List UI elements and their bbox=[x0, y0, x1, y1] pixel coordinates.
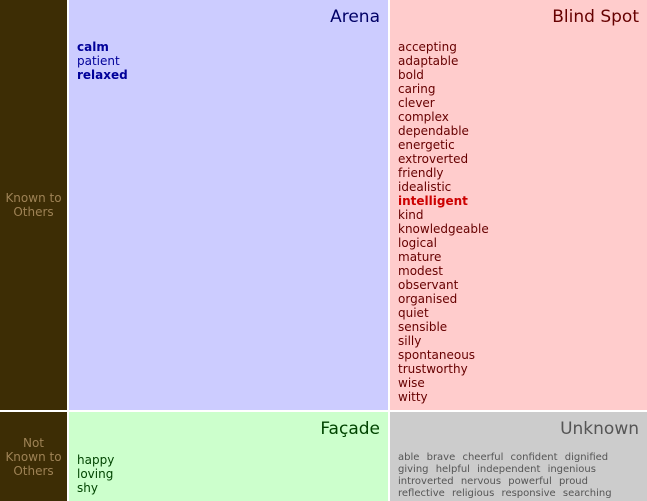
trait-item: happy bbox=[77, 453, 115, 467]
trait-item: able bbox=[398, 452, 420, 463]
blind-spot-title: Blind Spot bbox=[552, 7, 639, 27]
trait-item: idealistic bbox=[398, 180, 452, 194]
trait-item: complex bbox=[398, 110, 449, 124]
trait-item: friendly bbox=[398, 166, 444, 180]
trait-item: bold bbox=[398, 68, 424, 82]
blind-spot-list: accepting adaptable bold caring clever comple… bbox=[398, 40, 489, 404]
trait-item: loving bbox=[77, 467, 114, 481]
trait-item: helpful bbox=[435, 464, 470, 475]
arena-quadrant: Arena calm patient relaxed bbox=[69, 0, 388, 410]
trait-item: silly bbox=[398, 334, 422, 348]
trait-item: kind bbox=[398, 208, 424, 222]
facade-title: Façade bbox=[320, 419, 380, 439]
trait-item: adaptable bbox=[398, 54, 459, 68]
facade-list: happy loving shy bbox=[77, 453, 114, 495]
blind-spot-quadrant: Blind Spot accepting adaptable bold caring c… bbox=[390, 0, 647, 410]
arena-list: calm patient relaxed bbox=[77, 40, 128, 82]
trait-item: responsive bbox=[501, 488, 556, 499]
trait-item: wise bbox=[398, 376, 425, 390]
trait-item: spontaneous bbox=[398, 348, 476, 362]
unknown-quadrant: Unknown able brave cheerful confident di… bbox=[390, 412, 647, 501]
row-label-line: Others bbox=[13, 205, 54, 219]
trait-item: mature bbox=[398, 250, 442, 264]
trait-item: brave bbox=[426, 452, 456, 463]
trait-item: trustworthy bbox=[398, 362, 468, 376]
trait-item: witty bbox=[398, 390, 428, 404]
trait-item: proud bbox=[558, 476, 588, 487]
trait-item: nervous bbox=[460, 476, 502, 487]
row-label-line: Not bbox=[22, 435, 44, 450]
trait-item: extroverted bbox=[398, 152, 469, 166]
trait-item: confident bbox=[510, 452, 558, 463]
trait-item: ingenious bbox=[547, 464, 596, 475]
row-label-known-to-others: Known to Others bbox=[0, 0, 67, 410]
arena-title: Arena bbox=[330, 7, 380, 27]
facade-quadrant: Façade happy loving shy bbox=[69, 412, 388, 501]
row-label-line: Known to bbox=[5, 449, 62, 464]
trait-item: searching bbox=[562, 488, 612, 499]
trait-item: caring bbox=[398, 82, 436, 96]
trait-item: religious bbox=[451, 488, 495, 499]
trait-item: modest bbox=[398, 264, 443, 278]
trait-item: energetic bbox=[398, 138, 455, 152]
trait-item: dignified bbox=[564, 452, 609, 463]
trait-item: dependable bbox=[398, 124, 469, 138]
trait-item: accepting bbox=[398, 40, 457, 54]
unknown-list: able brave cheerful confident dignified … bbox=[398, 452, 638, 500]
trait-item: giving bbox=[398, 464, 429, 475]
row-label-not-known-to-others: Not Known to Others bbox=[0, 412, 67, 501]
trait-item: clever bbox=[398, 96, 435, 110]
unknown-title: Unknown bbox=[560, 419, 639, 439]
trait-item: intelligent bbox=[398, 194, 468, 208]
trait-item: independent bbox=[477, 464, 541, 475]
trait-item: organised bbox=[398, 292, 458, 306]
row-label-line: Others bbox=[13, 463, 54, 478]
trait-item: cheerful bbox=[462, 452, 504, 463]
trait-item: reflective bbox=[398, 488, 445, 499]
trait-item: powerful bbox=[508, 476, 552, 487]
trait-item: knowledgeable bbox=[398, 222, 489, 236]
trait-item: relaxed bbox=[77, 68, 128, 82]
row-label-line: Known to bbox=[5, 191, 62, 205]
trait-item: introverted bbox=[398, 476, 454, 487]
trait-item: logical bbox=[398, 236, 437, 250]
trait-item: quiet bbox=[398, 306, 429, 320]
trait-item: shy bbox=[77, 481, 98, 495]
trait-item: sensible bbox=[398, 320, 448, 334]
trait-item: observant bbox=[398, 278, 459, 292]
trait-item: calm bbox=[77, 40, 109, 54]
trait-item: patient bbox=[77, 54, 120, 68]
